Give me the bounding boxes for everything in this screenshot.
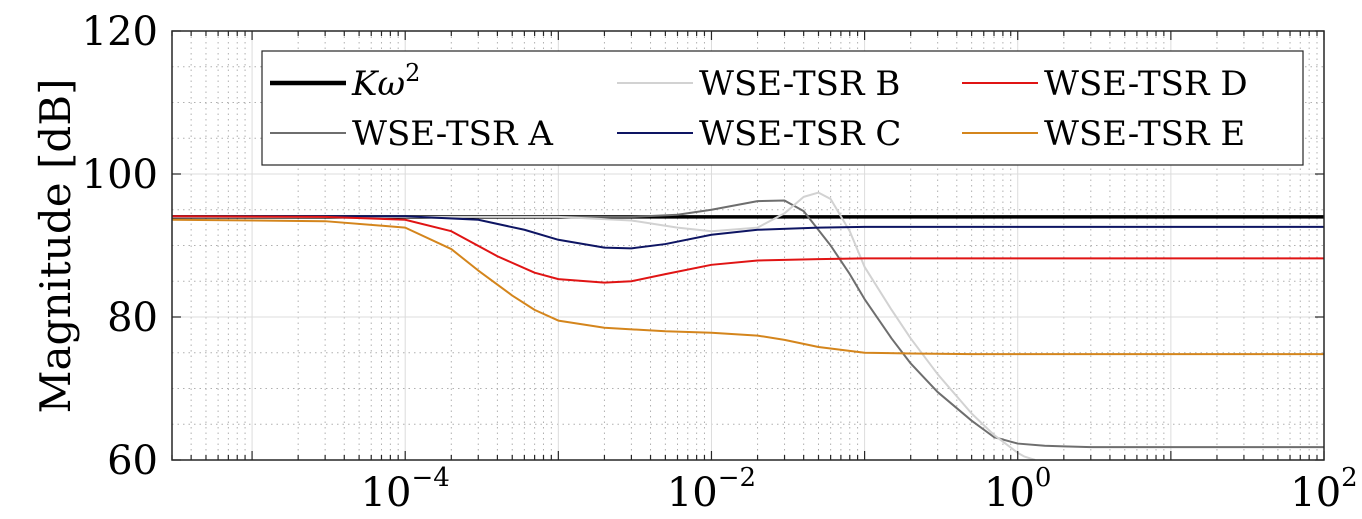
x-tick-label: 102 <box>1290 463 1357 516</box>
plot-frame <box>171 30 1325 461</box>
legend-label: WSE-TSR C <box>699 114 901 154</box>
y-tick-label: 60 <box>107 438 158 484</box>
legend-label: Kω2 <box>351 59 420 104</box>
y-axis-label: Magnitude [dB] <box>31 79 80 414</box>
x-tick-label: 10−4 <box>361 463 450 516</box>
x-tick-label: 100 <box>984 463 1051 516</box>
x-tick-label: 10−2 <box>667 463 756 516</box>
y-tick-label: 120 <box>82 9 158 55</box>
legend: Kω2 WSE-TSR A WSE-TSR B WSE-TSR C WSE-TSR D W… <box>261 50 1304 166</box>
y-tick-label: 80 <box>107 295 158 341</box>
legend-item-5: WSE-TSR E <box>962 114 1245 154</box>
series-line-4 <box>172 215 1324 284</box>
legend-label: WSE-TSR A <box>352 114 553 154</box>
y-tick-labels: 60 80 100 120 <box>82 9 158 484</box>
legend-item-2: WSE-TSR B <box>617 64 900 104</box>
legend-label: WSE-TSR B <box>699 64 900 104</box>
series-line-1 <box>172 199 1324 449</box>
legend-box <box>261 50 1304 166</box>
legend-item-0: Kω2 <box>270 59 420 104</box>
x-tick-labels: 10−4 10−2 100 102 <box>361 463 1358 516</box>
series-line-5 <box>172 218 1324 356</box>
legend-label: WSE-TSR D <box>1044 64 1248 104</box>
legend-item-1: WSE-TSR A <box>270 114 553 154</box>
y-tick-label: 100 <box>82 152 158 198</box>
tick-marks <box>171 30 1325 461</box>
series-layer <box>172 191 1324 460</box>
series-line-2 <box>172 191 1036 460</box>
legend-item-4: WSE-TSR D <box>962 64 1248 104</box>
legend-item-3: WSE-TSR C <box>617 114 901 154</box>
series-line-3 <box>172 215 1324 250</box>
legend-label: WSE-TSR E <box>1044 114 1245 154</box>
